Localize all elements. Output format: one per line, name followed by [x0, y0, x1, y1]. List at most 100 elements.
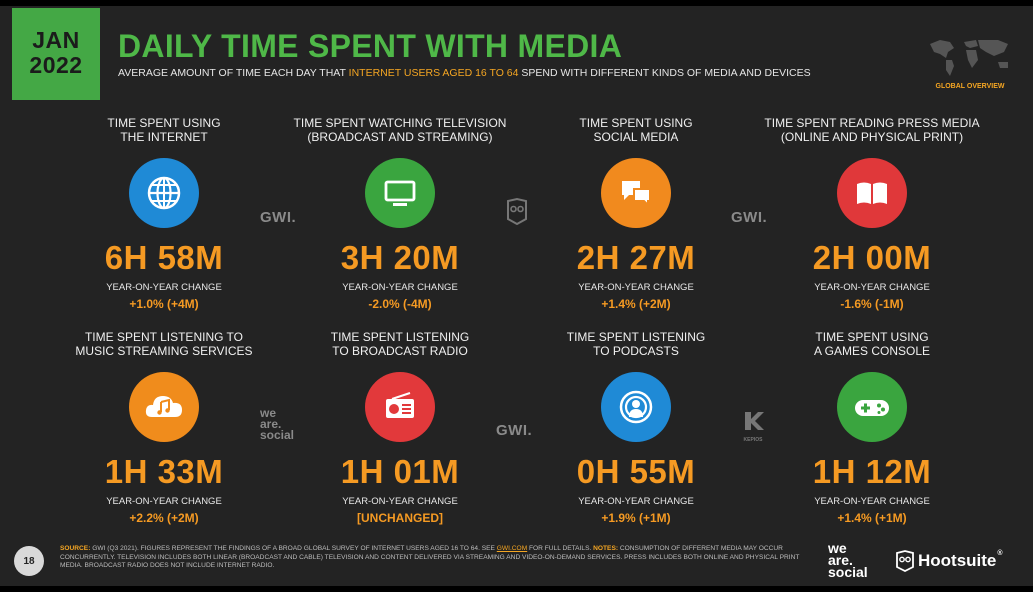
gwi-watermark: GWI. — [731, 209, 768, 226]
time-value: 2H 00M — [812, 239, 932, 276]
yoy-label: YEAR-ON-YEAR CHANGE — [342, 282, 458, 293]
kepios-logo-icon — [745, 412, 764, 430]
card-label-line: SOCIAL MEDIA — [593, 130, 679, 144]
time-value: 1H 33M — [104, 453, 224, 490]
card-label: TIME SPENT LISTENING TO PODCASTS — [518, 330, 754, 360]
card-label-line: TIME SPENT USING — [579, 116, 693, 130]
page-number: 18 — [14, 546, 44, 576]
card-label-line: (ONLINE AND PHYSICAL PRINT) — [780, 130, 964, 144]
notes-label: NOTES: — [593, 545, 619, 552]
yoy-label: YEAR-ON-YEAR CHANGE — [578, 496, 694, 507]
card-label-line: TO BROADCAST RADIO — [332, 344, 468, 358]
yoy-change: [UNCHANGED] — [357, 511, 443, 525]
yoy-label: YEAR-ON-YEAR CHANGE — [342, 496, 458, 507]
card-label: TIME SPENT WATCHING TELEVISION (BROADCAST… — [282, 116, 518, 146]
yoy-change: +1.9% (+1M) — [601, 511, 671, 525]
card-label: TIME SPENT LISTENING TO MUSIC STREAMING S… — [46, 330, 282, 360]
subtitle-highlight: INTERNET USERS AGED 16 TO 64 — [348, 67, 519, 79]
hootsuite-owl-icon — [896, 550, 914, 572]
card-label-line: A GAMES CONSOLE — [813, 344, 931, 358]
hootsuite-owl-watermark-icon — [507, 197, 527, 225]
yoy-change: +1.4% (+1M) — [837, 511, 907, 525]
chat-bubbles-icon — [601, 158, 671, 228]
yoy-label: YEAR-ON-YEAR CHANGE — [106, 496, 222, 507]
time-value: 6H 58M — [104, 239, 224, 276]
card-television: TIME SPENT WATCHING TELEVISION (BROADCAST… — [282, 116, 518, 311]
subtitle-text-end: SPEND WITH DIFFERENT KINDS OF MEDIA AND … — [518, 67, 811, 79]
yoy-label: YEAR-ON-YEAR CHANGE — [814, 496, 930, 507]
card-label-line: THE INTERNET — [120, 130, 208, 144]
slide: JAN 2022 DAILY TIME SPENT WITH MEDIA AVE… — [0, 6, 1033, 586]
card-broadcast-radio: TIME SPENT LISTENING TO BROADCAST RADIO 1… — [282, 330, 518, 525]
time-value: 2H 27M — [576, 239, 696, 276]
watermark-we: we — [260, 406, 277, 420]
music-cloud-icon — [129, 372, 199, 442]
yoy-label: YEAR-ON-YEAR CHANGE — [106, 282, 222, 293]
card-label-line: TIME SPENT USING — [107, 116, 221, 130]
yoy-change: +2.2% (+2M) — [129, 511, 199, 525]
television-icon — [365, 158, 435, 228]
card-label: TIME SPENT USING A GAMES CONSOLE — [754, 330, 990, 360]
time-value: 1H 12M — [812, 453, 932, 490]
card-label-line: TO PODCASTS — [593, 344, 679, 358]
we-are-social-watermark: we are. social — [260, 406, 295, 442]
card-label: TIME SPENT USING THE INTERNET — [46, 116, 282, 146]
source-after: FOR FULL DETAILS. — [527, 545, 594, 552]
card-label: TIME SPENT LISTENING TO BROADCAST RADIO — [282, 330, 518, 360]
subtitle-text-start: AVERAGE AMOUNT OF TIME EACH DAY THAT — [118, 67, 349, 79]
gwi-watermark: GWI. — [260, 209, 297, 226]
world-map-icon — [930, 40, 1008, 76]
footnote: SOURCE: GWI (Q3 2021). FIGURES REPRESENT… — [60, 545, 812, 571]
page-subtitle: AVERAGE AMOUNT OF TIME EACH DAY THAT INT… — [118, 67, 811, 79]
yoy-label: YEAR-ON-YEAR CHANGE — [814, 282, 930, 293]
watermark-social: social — [260, 428, 295, 442]
notes-text: CONSUMPTION OF DIFFERENT MEDIA MAY OCCUR… — [60, 545, 800, 570]
card-label-line: (BROADCAST AND STREAMING) — [307, 130, 493, 144]
time-value: 0H 55M — [576, 453, 696, 490]
hootsuite-wordmark: Hootsuite — [918, 551, 997, 570]
card-label-line: TIME SPENT LISTENING — [566, 330, 706, 344]
yoy-change: -2.0% (-4M) — [368, 297, 432, 311]
source-label: SOURCE: — [60, 545, 91, 552]
card-social-media: TIME SPENT USING SOCIAL MEDIA 2H 27M YEAR… — [518, 116, 754, 311]
kepios-watermark: KEPIOS — [741, 410, 765, 443]
card-label-line: MUSIC STREAMING SERVICES — [75, 344, 253, 358]
time-value: 3H 20M — [340, 239, 460, 276]
gwi-watermark: GWI. — [496, 422, 533, 439]
watermark-are: are. — [260, 417, 282, 431]
logo-we: we — [828, 540, 847, 556]
date-badge: JAN 2022 — [12, 8, 100, 100]
card-label-line: TIME SPENT USING — [815, 330, 929, 344]
globe-icon — [129, 158, 199, 228]
source-link[interactable]: GWI.COM — [496, 545, 528, 552]
card-label: TIME SPENT READING PRESS MEDIA (ONLINE AN… — [754, 116, 990, 146]
card-games-console: TIME SPENT USING A GAMES CONSOLE 1H 12M Y… — [754, 330, 990, 525]
yoy-label: YEAR-ON-YEAR CHANGE — [578, 282, 694, 293]
card-label-line: TIME SPENT WATCHING TELEVISION — [293, 116, 507, 130]
region-label: GLOBAL OVERVIEW — [935, 83, 1005, 90]
registered-mark: ® — [997, 550, 1003, 557]
card-podcasts: TIME SPENT LISTENING TO PODCASTS 0H 55M Y… — [518, 330, 754, 525]
we-are-social-logo: we are. social — [828, 540, 868, 580]
card-internet: TIME SPENT USING THE INTERNET 6H 58M YEAR… — [46, 116, 282, 311]
card-music-streaming: TIME SPENT LISTENING TO MUSIC STREAMING S… — [46, 330, 282, 525]
kepios-label: KEPIOS — [743, 437, 763, 443]
source-text: GWI (Q3 2021). FIGURES REPRESENT THE FIN… — [90, 545, 497, 552]
date-month: JAN — [32, 27, 80, 53]
logo-are: are. — [828, 552, 853, 568]
podcast-icon — [601, 372, 671, 442]
card-label-line: TIME SPENT LISTENING TO — [84, 330, 244, 344]
date-year: 2022 — [29, 52, 83, 78]
hootsuite-logo: Hootsuite ® — [896, 550, 1003, 572]
time-value: 1H 01M — [340, 453, 460, 490]
logo-social: social — [828, 564, 868, 580]
card-label-line: TIME SPENT LISTENING — [330, 330, 470, 344]
card-label: TIME SPENT USING SOCIAL MEDIA — [518, 116, 754, 146]
book-icon — [837, 158, 907, 228]
yoy-change: +1.4% (+2M) — [601, 297, 671, 311]
card-press-media: TIME SPENT READING PRESS MEDIA (ONLINE AN… — [754, 116, 990, 311]
radio-icon — [365, 372, 435, 442]
page-title: DAILY TIME SPENT WITH MEDIA — [118, 28, 623, 64]
yoy-change: -1.6% (-1M) — [840, 297, 904, 311]
card-label-line: TIME SPENT READING PRESS MEDIA — [764, 116, 980, 130]
